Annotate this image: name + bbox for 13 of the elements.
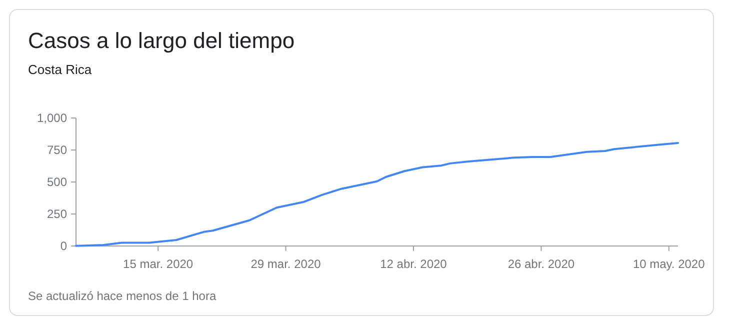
chart-subtitle: Costa Rica — [28, 62, 92, 77]
x-tick-label: 15 mar. 2020 — [123, 257, 194, 271]
text: Se actualizó hace menos de 1 hora — [28, 289, 216, 303]
chart-title: Casos a lo largo del tiempo — [28, 28, 295, 53]
y-tick-label: 250 — [46, 207, 68, 222]
x-tick-label: 10 may. 2020 — [632, 257, 706, 271]
y-tick-label: 500 — [46, 175, 68, 190]
x-tick-label: 29 mar. 2020 — [250, 257, 322, 271]
y-tick-label: 750 — [46, 143, 68, 158]
y-tick-label: 0 — [60, 239, 68, 254]
y-tick-label: 1,000 — [36, 111, 68, 126]
x-tick-label: 26 abr. 2020 — [508, 257, 575, 271]
x-tick-label: 12 abr. 2020 — [380, 257, 448, 271]
